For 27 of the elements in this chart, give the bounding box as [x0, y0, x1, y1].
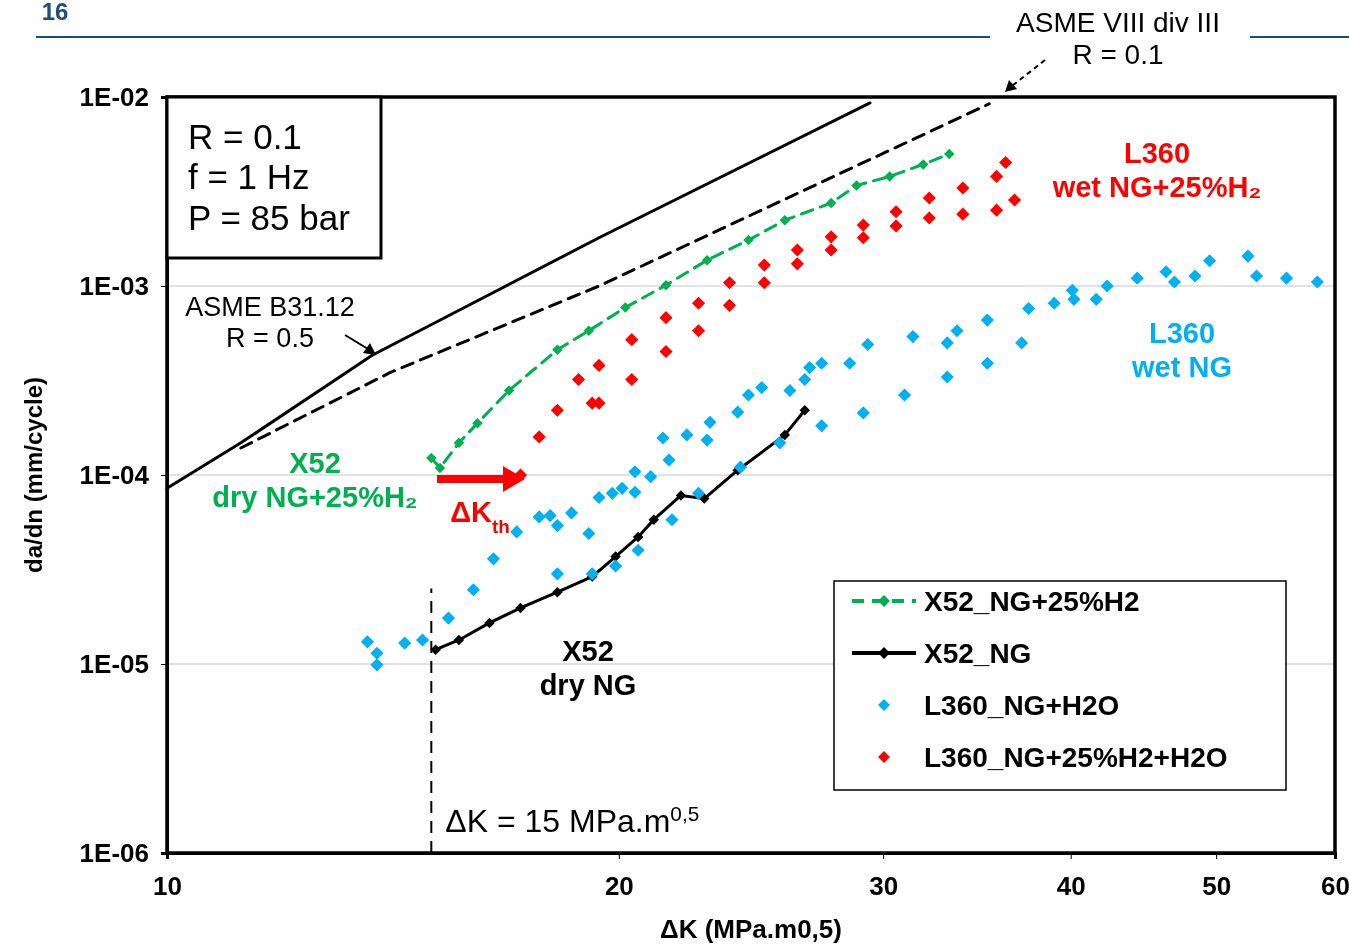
legend-label: L360_NG+H2O: [924, 689, 1120, 721]
annotation: X52 dry NG+25%H₂: [212, 447, 418, 513]
y-tick-label: 1E-03: [79, 270, 149, 301]
x-tick-label: 40: [1056, 871, 1086, 902]
legend-label: L360_NG+25%H2+H2O: [924, 741, 1228, 773]
x-tick-label: 50: [1202, 871, 1232, 902]
annotation: L360 wet NG+25%H₂: [1051, 137, 1262, 203]
legend-label: X52_NG: [924, 637, 1032, 669]
annotation: X52 dry NG: [539, 635, 637, 701]
legend-label: X52_NG+25%H2: [924, 585, 1140, 617]
y-tick-label: 1E-04: [79, 459, 150, 490]
text: ASME VIII div III R = 0.1: [1016, 6, 1220, 70]
y-tick-label: 1E-06: [79, 837, 149, 868]
y-tick-label: 1E-05: [79, 648, 149, 679]
annotation: ΔK$_{th}$: [450, 496, 510, 537]
y-tick-label: 1E-02: [79, 81, 149, 112]
x-tick-label: 30: [869, 871, 899, 902]
annotation: R = 0.1 f = 1 Hz P = 85 bar: [188, 117, 351, 237]
y-axis-title: da/dn (mm/cycle): [20, 376, 47, 574]
x-tick-label: 20: [604, 871, 634, 902]
annotation: L360 wet NG: [1131, 317, 1232, 383]
ref-line-label: ΔK = 15 MPa.m$^{0,5}$: [445, 801, 700, 840]
x-axis-title: ΔK (MPa.m0,5): [660, 914, 842, 944]
x-tick-label: 10: [153, 871, 182, 902]
text: 16: [41, 0, 69, 26]
annotation: ASME B31.12 R = 0.5: [185, 291, 355, 353]
x-tick-label: 60: [1321, 871, 1349, 902]
